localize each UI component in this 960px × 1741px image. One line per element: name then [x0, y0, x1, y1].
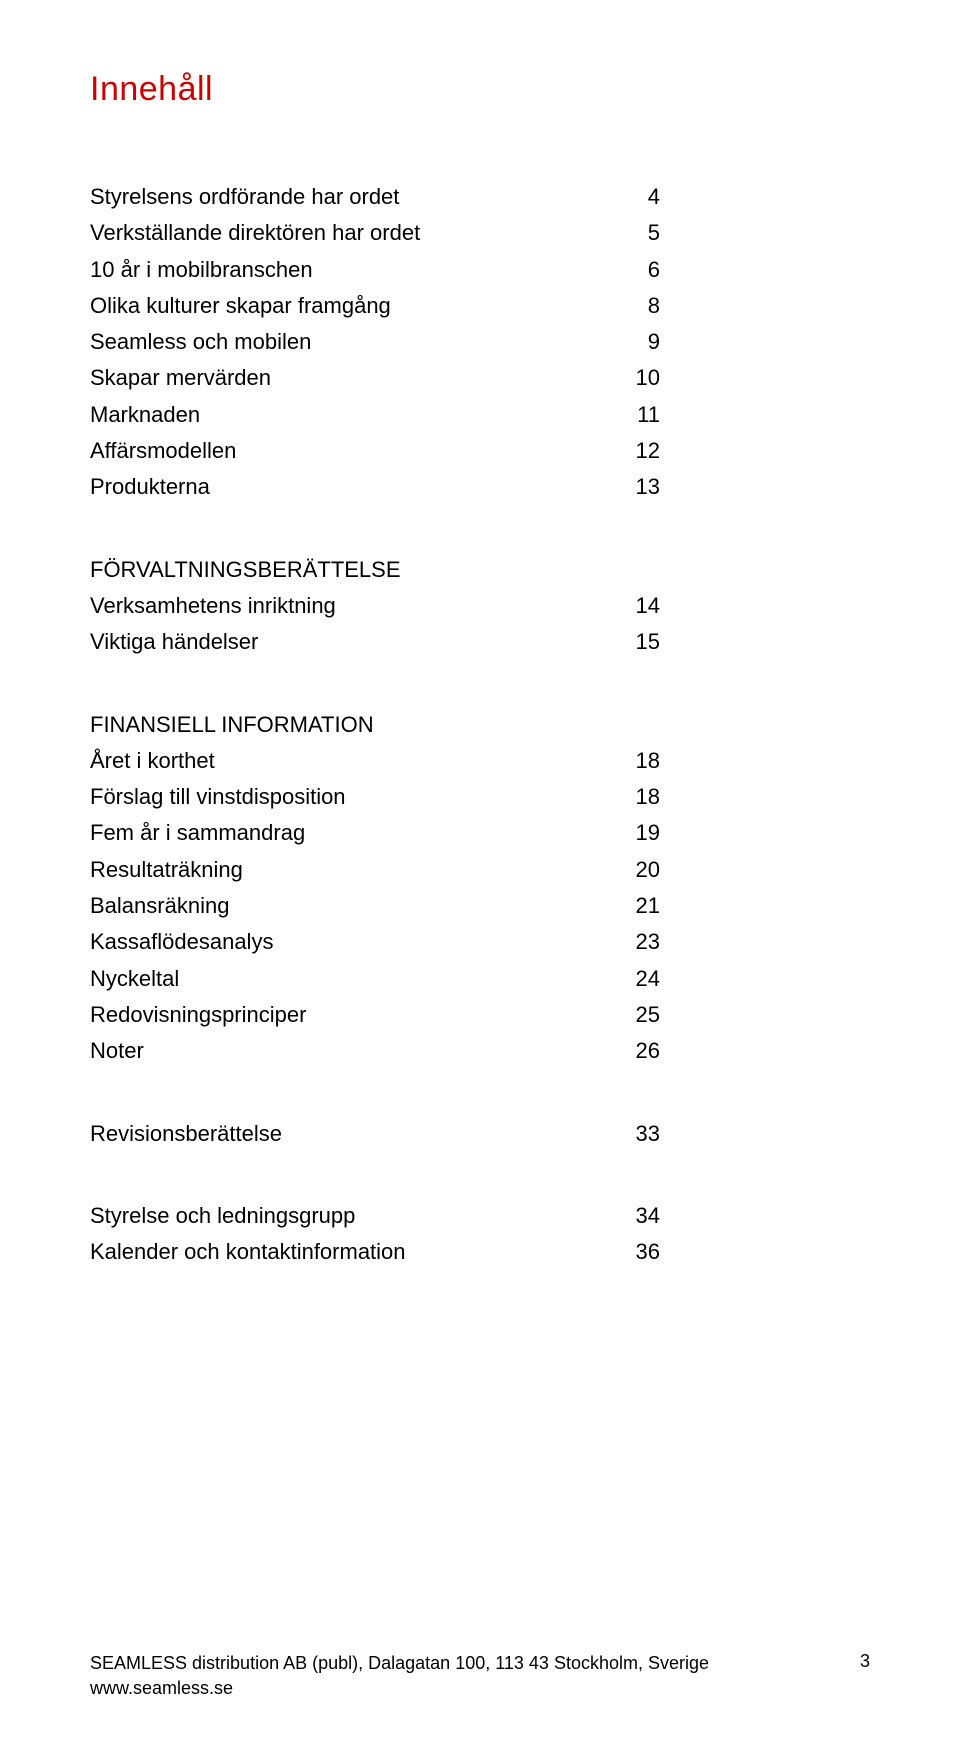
toc-page: 4 [612, 179, 660, 215]
toc-label: Kalender och kontaktinformation [90, 1234, 612, 1270]
toc-page: 13 [612, 469, 660, 505]
toc-row: Verkställande direktören har ordet 5 [90, 215, 660, 251]
toc-label: Revisionsberättelse [90, 1116, 612, 1152]
toc-row: Skapar mervärden 10 [90, 360, 660, 396]
toc-label: Styrelse och ledningsgrupp [90, 1198, 612, 1234]
toc-row: Affärsmodellen 12 [90, 433, 660, 469]
toc-row: Balansräkning 21 [90, 888, 660, 924]
toc-row: Redovisningsprinciper 25 [90, 997, 660, 1033]
footer-address: SEAMLESS distribution AB (publ), Dalagat… [90, 1651, 709, 1701]
toc-label: Olika kulturer skapar framgång [90, 288, 612, 324]
toc-page: 20 [612, 852, 660, 888]
toc-row: Kassaflödesanalys 23 [90, 924, 660, 960]
toc-label: Fem år i sammandrag [90, 815, 612, 851]
toc-label: Balansräkning [90, 888, 612, 924]
footer-page-number: 3 [860, 1651, 870, 1672]
page-title: Innehåll [90, 70, 870, 109]
toc-page: 34 [612, 1198, 660, 1234]
toc-group-1: Styrelsens ordförande har ordet 4 Verkst… [90, 179, 870, 506]
toc-label: Verkställande direktören har ordet [90, 215, 612, 251]
toc-row: Styrelsens ordförande har ordet 4 [90, 179, 660, 215]
toc-row: Noter 26 [90, 1033, 660, 1069]
page-footer: SEAMLESS distribution AB (publ), Dalagat… [90, 1651, 870, 1701]
toc-page: 11 [612, 397, 660, 433]
toc-row: Resultaträkning 20 [90, 852, 660, 888]
toc-label: Viktiga händelser [90, 624, 612, 660]
toc-row: Marknaden 11 [90, 397, 660, 433]
toc-page: 5 [612, 215, 660, 251]
toc-page: 9 [612, 324, 660, 360]
toc-label: 10 år i mobilbranschen [90, 252, 612, 288]
section-heading: FINANSIELL INFORMATION [90, 707, 870, 743]
section-heading: FÖRVALTNINGSBERÄTTELSE [90, 552, 870, 588]
toc-label: Kassaflödesanalys [90, 924, 612, 960]
toc-page: 6 [612, 252, 660, 288]
toc-row: Revisionsberättelse 33 [90, 1116, 660, 1152]
toc-label: Året i korthet [90, 743, 612, 779]
toc-page: 12 [612, 433, 660, 469]
toc-page: 10 [612, 360, 660, 396]
toc-group-3: FINANSIELL INFORMATION Året i korthet 18… [90, 707, 870, 1070]
toc-label: Redovisningsprinciper [90, 997, 612, 1033]
toc-row: Olika kulturer skapar framgång 8 [90, 288, 660, 324]
toc-row: Seamless och mobilen 9 [90, 324, 660, 360]
toc-page: 19 [612, 815, 660, 851]
toc-page: 24 [612, 961, 660, 997]
toc-page: 36 [612, 1234, 660, 1270]
toc-row: 10 år i mobilbranschen 6 [90, 252, 660, 288]
document-page: Innehåll Styrelsens ordförande har ordet… [0, 0, 960, 1741]
toc-page: 25 [612, 997, 660, 1033]
toc-group-4: Revisionsberättelse 33 [90, 1116, 870, 1152]
toc-label: Verksamhetens inriktning [90, 588, 612, 624]
toc-row: Nyckeltal 24 [90, 961, 660, 997]
toc-group-2: FÖRVALTNINGSBERÄTTELSE Verksamhetens inr… [90, 552, 870, 661]
toc-page: 18 [612, 743, 660, 779]
toc-label: Styrelsens ordförande har ordet [90, 179, 612, 215]
toc-page: 21 [612, 888, 660, 924]
toc-label: Noter [90, 1033, 612, 1069]
toc-group-5: Styrelse och ledningsgrupp 34 Kalender o… [90, 1198, 870, 1271]
toc-row: Förslag till vinstdisposition 18 [90, 779, 660, 815]
toc-row: Viktiga händelser 15 [90, 624, 660, 660]
toc-row: Kalender och kontaktinformation 36 [90, 1234, 660, 1270]
toc-page: 15 [612, 624, 660, 660]
toc-page: 26 [612, 1033, 660, 1069]
toc-page: 33 [612, 1116, 660, 1152]
toc-label: Förslag till vinstdisposition [90, 779, 612, 815]
footer-line-2: www.seamless.se [90, 1676, 709, 1701]
toc-label: Nyckeltal [90, 961, 612, 997]
toc-label: Produkterna [90, 469, 612, 505]
toc-row: Verksamhetens inriktning 14 [90, 588, 660, 624]
toc-row: Styrelse och ledningsgrupp 34 [90, 1198, 660, 1234]
toc-row: Fem år i sammandrag 19 [90, 815, 660, 851]
toc-label: Resultaträkning [90, 852, 612, 888]
toc-label: Skapar mervärden [90, 360, 612, 396]
toc-label: Marknaden [90, 397, 612, 433]
toc-page: 23 [612, 924, 660, 960]
toc-row: Året i korthet 18 [90, 743, 660, 779]
toc-label: Affärsmodellen [90, 433, 612, 469]
toc-page: 14 [612, 588, 660, 624]
toc-page: 18 [612, 779, 660, 815]
toc-label: Seamless och mobilen [90, 324, 612, 360]
footer-line-1: SEAMLESS distribution AB (publ), Dalagat… [90, 1651, 709, 1676]
toc-page: 8 [612, 288, 660, 324]
toc-row: Produkterna 13 [90, 469, 660, 505]
